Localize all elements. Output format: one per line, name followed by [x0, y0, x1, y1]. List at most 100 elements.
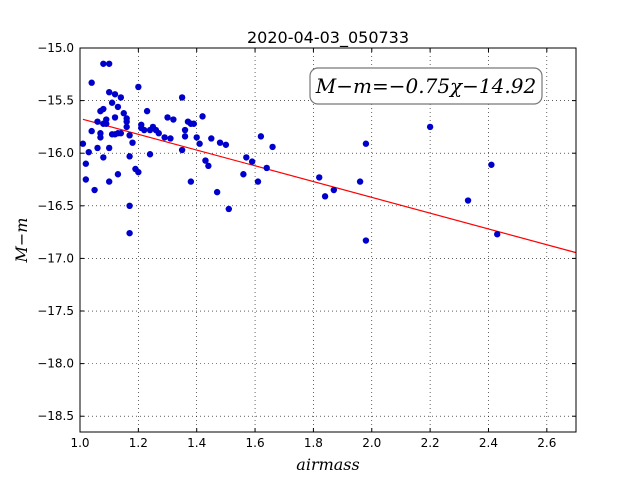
data-point — [143, 107, 151, 115]
x-tick-label: 1.8 — [304, 436, 323, 450]
data-point — [164, 114, 171, 121]
data-point — [108, 99, 116, 106]
data-point — [123, 115, 130, 122]
data-point — [135, 83, 142, 91]
data-point — [240, 171, 247, 178]
data-point — [193, 134, 200, 141]
data-point — [117, 130, 125, 137]
data-point — [105, 88, 113, 96]
data-point — [138, 121, 145, 128]
fit-annotation: M−m=−0.75χ−14.92 — [309, 67, 543, 105]
x-axis-label: airmass — [296, 455, 359, 474]
data-point — [178, 146, 186, 154]
data-point — [257, 133, 265, 140]
data-point — [82, 176, 90, 183]
data-point — [105, 60, 113, 67]
data-point — [129, 139, 136, 146]
data-point — [140, 126, 148, 134]
x-tick-label: 2.2 — [421, 436, 440, 450]
data-point — [181, 133, 189, 140]
data-point — [135, 168, 142, 176]
fit-line-group — [82, 118, 577, 254]
data-point — [216, 139, 224, 146]
data-point — [126, 153, 133, 160]
data-point — [225, 205, 232, 213]
data-point — [202, 157, 209, 164]
y-tick-label: −17.0 — [37, 251, 74, 265]
x-tick-label: 1.4 — [187, 436, 206, 450]
data-point — [208, 135, 215, 142]
data-point — [222, 141, 230, 148]
y-tick-label: −15.0 — [37, 41, 74, 55]
data-point — [426, 123, 434, 131]
x-tick-labels: 1.0 1.2 1.4 1.6 1.8 2.0 2.2 2.4 2.6 — [70, 436, 556, 450]
data-point — [100, 154, 107, 161]
data-point — [97, 130, 104, 137]
data-point — [114, 171, 122, 178]
data-point — [178, 94, 186, 101]
data-point — [161, 134, 168, 141]
y-tick-label: −16.5 — [37, 199, 74, 213]
data-point — [330, 186, 338, 194]
data-point — [82, 160, 90, 167]
data-point — [254, 178, 262, 185]
y-tick-labels: −15.0 −15.5 −16.0 −16.5 −17.0 −17.5 −18.0 −18.5 — [37, 41, 74, 423]
data-point — [94, 144, 101, 152]
plot-frame — [79, 47, 577, 433]
data-point — [88, 127, 95, 135]
data-point — [199, 113, 206, 120]
y-axis-label: M−m — [12, 218, 31, 264]
x-tick-label: 2.4 — [479, 436, 498, 450]
data-point — [316, 174, 323, 181]
x-tick-label: 2.0 — [362, 436, 381, 450]
x-tick-label: 1.6 — [246, 436, 265, 450]
x-tick-label: 1.0 — [70, 436, 89, 450]
data-point — [126, 132, 133, 139]
data-points — [79, 60, 501, 244]
data-point — [126, 202, 133, 210]
data-point — [170, 116, 177, 123]
data-point — [321, 193, 329, 200]
data-point — [362, 237, 370, 244]
data-point — [181, 126, 189, 134]
data-point — [126, 229, 133, 237]
fit-line — [82, 118, 577, 254]
data-point — [103, 116, 110, 123]
data-point — [243, 154, 250, 161]
data-point — [263, 164, 270, 172]
data-point — [123, 123, 130, 131]
data-point — [146, 151, 154, 158]
data-point — [190, 120, 197, 127]
y-tick-label: −17.5 — [37, 304, 74, 318]
data-point — [362, 140, 370, 147]
data-point — [79, 140, 87, 147]
data-point — [488, 161, 495, 168]
data-point — [111, 114, 119, 121]
y-tick-label: −15.5 — [37, 94, 74, 108]
data-point — [248, 158, 256, 165]
data-point — [167, 135, 174, 142]
data-point — [356, 178, 364, 185]
data-point — [100, 105, 107, 113]
annotation-text: M−m=−0.75χ−14.92 — [315, 74, 536, 98]
axis-ticks — [79, 47, 576, 432]
data-point — [114, 103, 122, 111]
data-point — [187, 178, 195, 185]
data-point — [155, 130, 162, 137]
data-point — [100, 60, 107, 67]
data-point — [94, 118, 101, 125]
annotation-box — [309, 67, 543, 105]
data-point — [88, 79, 95, 86]
x-tick-label: 2.6 — [537, 436, 556, 450]
data-point — [105, 144, 113, 152]
data-point — [196, 140, 203, 147]
data-point — [117, 94, 125, 101]
data-point — [464, 197, 472, 204]
data-point — [269, 143, 276, 151]
data-point — [494, 231, 501, 238]
data-point — [91, 186, 98, 194]
y-tick-label: −18.5 — [37, 409, 74, 423]
data-point — [85, 148, 92, 156]
y-tick-label: −18.0 — [37, 357, 74, 371]
